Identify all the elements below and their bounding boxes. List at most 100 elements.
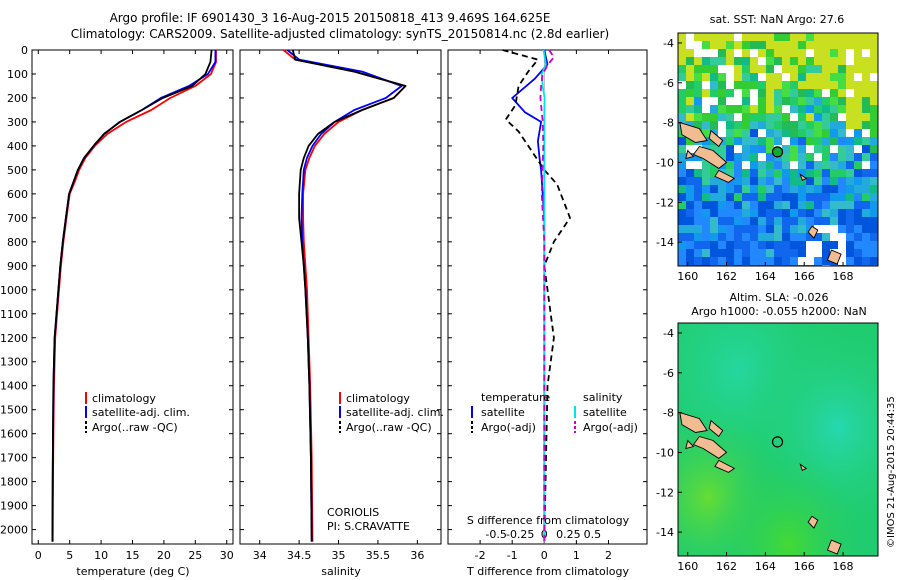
map-y-tick-label: -6 bbox=[663, 77, 674, 90]
sst-cell bbox=[878, 73, 886, 81]
sst-cell bbox=[750, 105, 758, 113]
sst-cell bbox=[766, 89, 774, 97]
legend-title-salinity: salinity bbox=[583, 391, 623, 404]
sst-cell bbox=[830, 57, 838, 65]
sst-cell bbox=[790, 97, 798, 105]
sst-cell bbox=[798, 257, 806, 265]
sst-cell bbox=[734, 193, 742, 201]
sst-cell bbox=[854, 57, 862, 65]
sst-cell bbox=[718, 193, 726, 201]
sst-cell bbox=[790, 209, 798, 217]
sst-cell bbox=[862, 113, 870, 121]
sst-cell bbox=[742, 57, 750, 65]
annotation-pi: PI: S.CRAVATTE bbox=[327, 520, 410, 533]
sst-cell bbox=[766, 33, 774, 41]
sst-cell bbox=[678, 145, 686, 153]
sst-cell bbox=[678, 257, 686, 265]
sst-cell bbox=[766, 81, 774, 89]
sst-cell bbox=[806, 241, 814, 249]
x-tick-label: 1 bbox=[573, 549, 580, 562]
map-y-tick-label: -8 bbox=[663, 117, 674, 130]
sst-cell bbox=[750, 249, 758, 257]
sst-cell bbox=[870, 249, 878, 257]
sst-cell bbox=[854, 121, 862, 129]
sst-cell bbox=[878, 265, 886, 273]
sst-cell bbox=[718, 33, 726, 41]
island-landmass bbox=[799, 463, 808, 472]
sst-cell bbox=[718, 113, 726, 121]
sst-cell bbox=[774, 177, 782, 185]
sst-cell bbox=[726, 41, 734, 49]
sst-cell bbox=[862, 201, 870, 209]
x-tick-label: 5 bbox=[66, 549, 73, 562]
sst-cell bbox=[854, 209, 862, 217]
sst-cell bbox=[822, 49, 830, 57]
sst-cell bbox=[710, 105, 718, 113]
sst-cell bbox=[678, 169, 686, 177]
sst-cell bbox=[686, 121, 694, 129]
sst-cell bbox=[718, 241, 726, 249]
sst-cell bbox=[734, 81, 742, 89]
sst-cell bbox=[838, 105, 846, 113]
x-tick-label: 0 bbox=[541, 549, 548, 562]
sst-cell bbox=[814, 233, 822, 241]
sst-cell bbox=[718, 105, 726, 113]
sst-cell bbox=[878, 129, 886, 137]
sst-cell bbox=[822, 177, 830, 185]
sst-cell bbox=[710, 145, 718, 153]
sst-cell bbox=[750, 185, 758, 193]
sst-cell bbox=[862, 177, 870, 185]
sst-cell bbox=[710, 249, 718, 257]
sst-cell bbox=[854, 161, 862, 169]
sst-cell bbox=[678, 209, 686, 217]
sst-cell bbox=[758, 33, 766, 41]
sst-cell bbox=[766, 161, 774, 169]
sst-cell bbox=[870, 33, 878, 41]
x-tick-label: 36 bbox=[410, 549, 424, 562]
sst-cell bbox=[726, 145, 734, 153]
sst-cell bbox=[734, 105, 742, 113]
sst-cell bbox=[750, 169, 758, 177]
island-landmass bbox=[685, 439, 695, 450]
sst-cell bbox=[710, 33, 718, 41]
sst-cell bbox=[878, 217, 886, 225]
sst-cell bbox=[710, 57, 718, 65]
sst-cell bbox=[878, 121, 886, 129]
sst-cell bbox=[742, 33, 750, 41]
sst-cell bbox=[678, 233, 686, 241]
sst-cell bbox=[774, 225, 782, 233]
sst-cell bbox=[678, 73, 686, 81]
sst-cell bbox=[766, 185, 774, 193]
sst-cell bbox=[686, 193, 694, 201]
sst-cell bbox=[854, 153, 862, 161]
sst-cell bbox=[806, 209, 814, 217]
sst-cell bbox=[686, 57, 694, 65]
sst-cell bbox=[798, 97, 806, 105]
sst-cell bbox=[790, 49, 798, 57]
sst-cell bbox=[702, 89, 710, 97]
sst-cell bbox=[726, 113, 734, 121]
sst-cell bbox=[798, 177, 806, 185]
sst-cell bbox=[870, 121, 878, 129]
sst-cell bbox=[814, 49, 822, 57]
x-tick-label: 10 bbox=[94, 549, 108, 562]
map-y-tick-label: -12 bbox=[656, 196, 674, 209]
sst-cell bbox=[870, 89, 878, 97]
sst-cell bbox=[694, 153, 702, 161]
sst-cell bbox=[870, 185, 878, 193]
sst-cell bbox=[734, 217, 742, 225]
sst-cell bbox=[726, 217, 734, 225]
sst-cell bbox=[790, 153, 798, 161]
sst-cell bbox=[710, 233, 718, 241]
sst-cell bbox=[710, 65, 718, 73]
header-line1: Argo profile: IF 6901430_3 16-Aug-2015 2… bbox=[110, 11, 551, 25]
legend-title-temperature: temperature bbox=[481, 391, 550, 404]
sst-cell bbox=[742, 169, 750, 177]
x-tick-label: 25 bbox=[188, 549, 202, 562]
sst-cell bbox=[710, 73, 718, 81]
sst-cell bbox=[782, 177, 790, 185]
legend-label: Argo(..raw -QC) bbox=[346, 421, 432, 434]
sst-cell bbox=[766, 249, 774, 257]
sst-cell bbox=[822, 185, 830, 193]
sst-cell bbox=[686, 225, 694, 233]
